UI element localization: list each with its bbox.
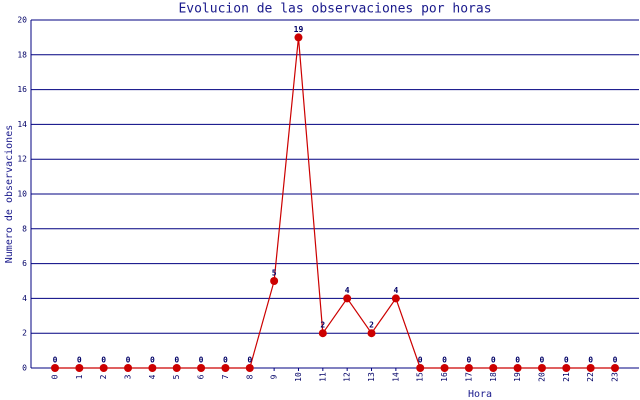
data-label: 0 [588,356,593,365]
x-tick-label: 22 [586,372,595,382]
marker [294,33,303,42]
x-tick-label: 21 [562,372,571,382]
marker [464,364,473,372]
data-label: 0 [174,356,179,365]
y-axis-label: Numero de observaciones [4,125,15,263]
y-tick-label: 16 [17,85,27,94]
marker [221,364,230,372]
marker [343,294,352,303]
chart-title: Evolucion de las observaciones por horas [178,2,491,17]
x-tick-label: 8 [245,374,254,379]
data-label: 0 [126,356,131,365]
y-tick-label: 8 [22,224,27,233]
data-label: 4 [393,286,398,295]
data-label: 2 [320,321,325,330]
x-axis-label: Hora [468,389,492,400]
marker [148,364,157,372]
y-tick-label: 10 [17,190,27,199]
marker [537,364,546,372]
x-tick-label: 23 [611,372,620,382]
marker [318,329,327,338]
data-label: 0 [564,356,569,365]
line [55,37,615,369]
data-label: 0 [466,356,471,365]
x-tick-label: 20 [537,372,546,382]
y-tick-label: 6 [22,259,27,268]
x-tick-label: 18 [489,372,498,382]
data-label: 2 [369,321,374,330]
x-tick-label: 0 [51,374,60,379]
marker [172,364,181,372]
data-label: 4 [345,286,350,295]
marker [270,277,279,285]
marker [611,364,619,372]
x-tick-label: 11 [318,372,327,382]
marker [245,364,254,372]
marker [367,329,376,338]
marker [391,294,400,303]
data-label: 19 [294,25,304,34]
x-tick-label: 16 [440,372,449,382]
marker [513,364,522,372]
data-label: 0 [223,356,228,365]
data-label: 0 [77,356,82,365]
x-tick-label: 17 [464,372,473,382]
data-label: 5 [272,269,277,278]
marker [586,364,595,372]
x-tick-label: 6 [197,374,206,379]
data-label: 0 [199,356,204,365]
x-tick-label: 15 [416,372,425,382]
marker [124,364,133,372]
data-label: 0 [540,356,545,365]
data-label: 0 [150,356,155,365]
data-label: 0 [613,356,618,365]
y-tick-label: 4 [22,294,27,303]
x-tick-label: 13 [367,372,376,382]
marker [99,364,108,372]
y-tick-label: 2 [22,329,27,338]
x-tick-label: 5 [172,374,181,379]
x-tick-label: 7 [221,374,230,379]
data-label: 0 [247,356,252,365]
marker [416,364,425,372]
x-tick-label: 14 [391,372,400,382]
marker [489,364,498,372]
data-label: 0 [491,356,496,365]
marker [440,364,449,372]
data-label: 0 [442,356,447,365]
y-tick-label: 18 [17,50,27,59]
x-tick-label: 4 [148,374,157,379]
x-tick-label: 19 [513,372,522,382]
y-tick-label: 12 [17,155,27,164]
data-label: 0 [53,356,58,365]
x-tick-label: 12 [343,372,352,382]
x-tick-label: 10 [294,372,303,382]
x-tick-label: 2 [99,374,108,379]
data-label: 0 [515,356,520,365]
y-tick-label: 20 [17,16,27,25]
data-label: 0 [101,356,106,365]
x-tick-label: 3 [124,374,133,379]
x-tick-label: 1 [75,374,84,379]
y-tick-label: 0 [22,364,27,373]
data-label: 0 [418,356,423,365]
y-tick-label: 14 [17,120,27,129]
x-tick-label: 9 [270,374,279,379]
marker [75,364,84,372]
marker [197,364,206,372]
marker [51,364,59,372]
marker [562,364,571,372]
